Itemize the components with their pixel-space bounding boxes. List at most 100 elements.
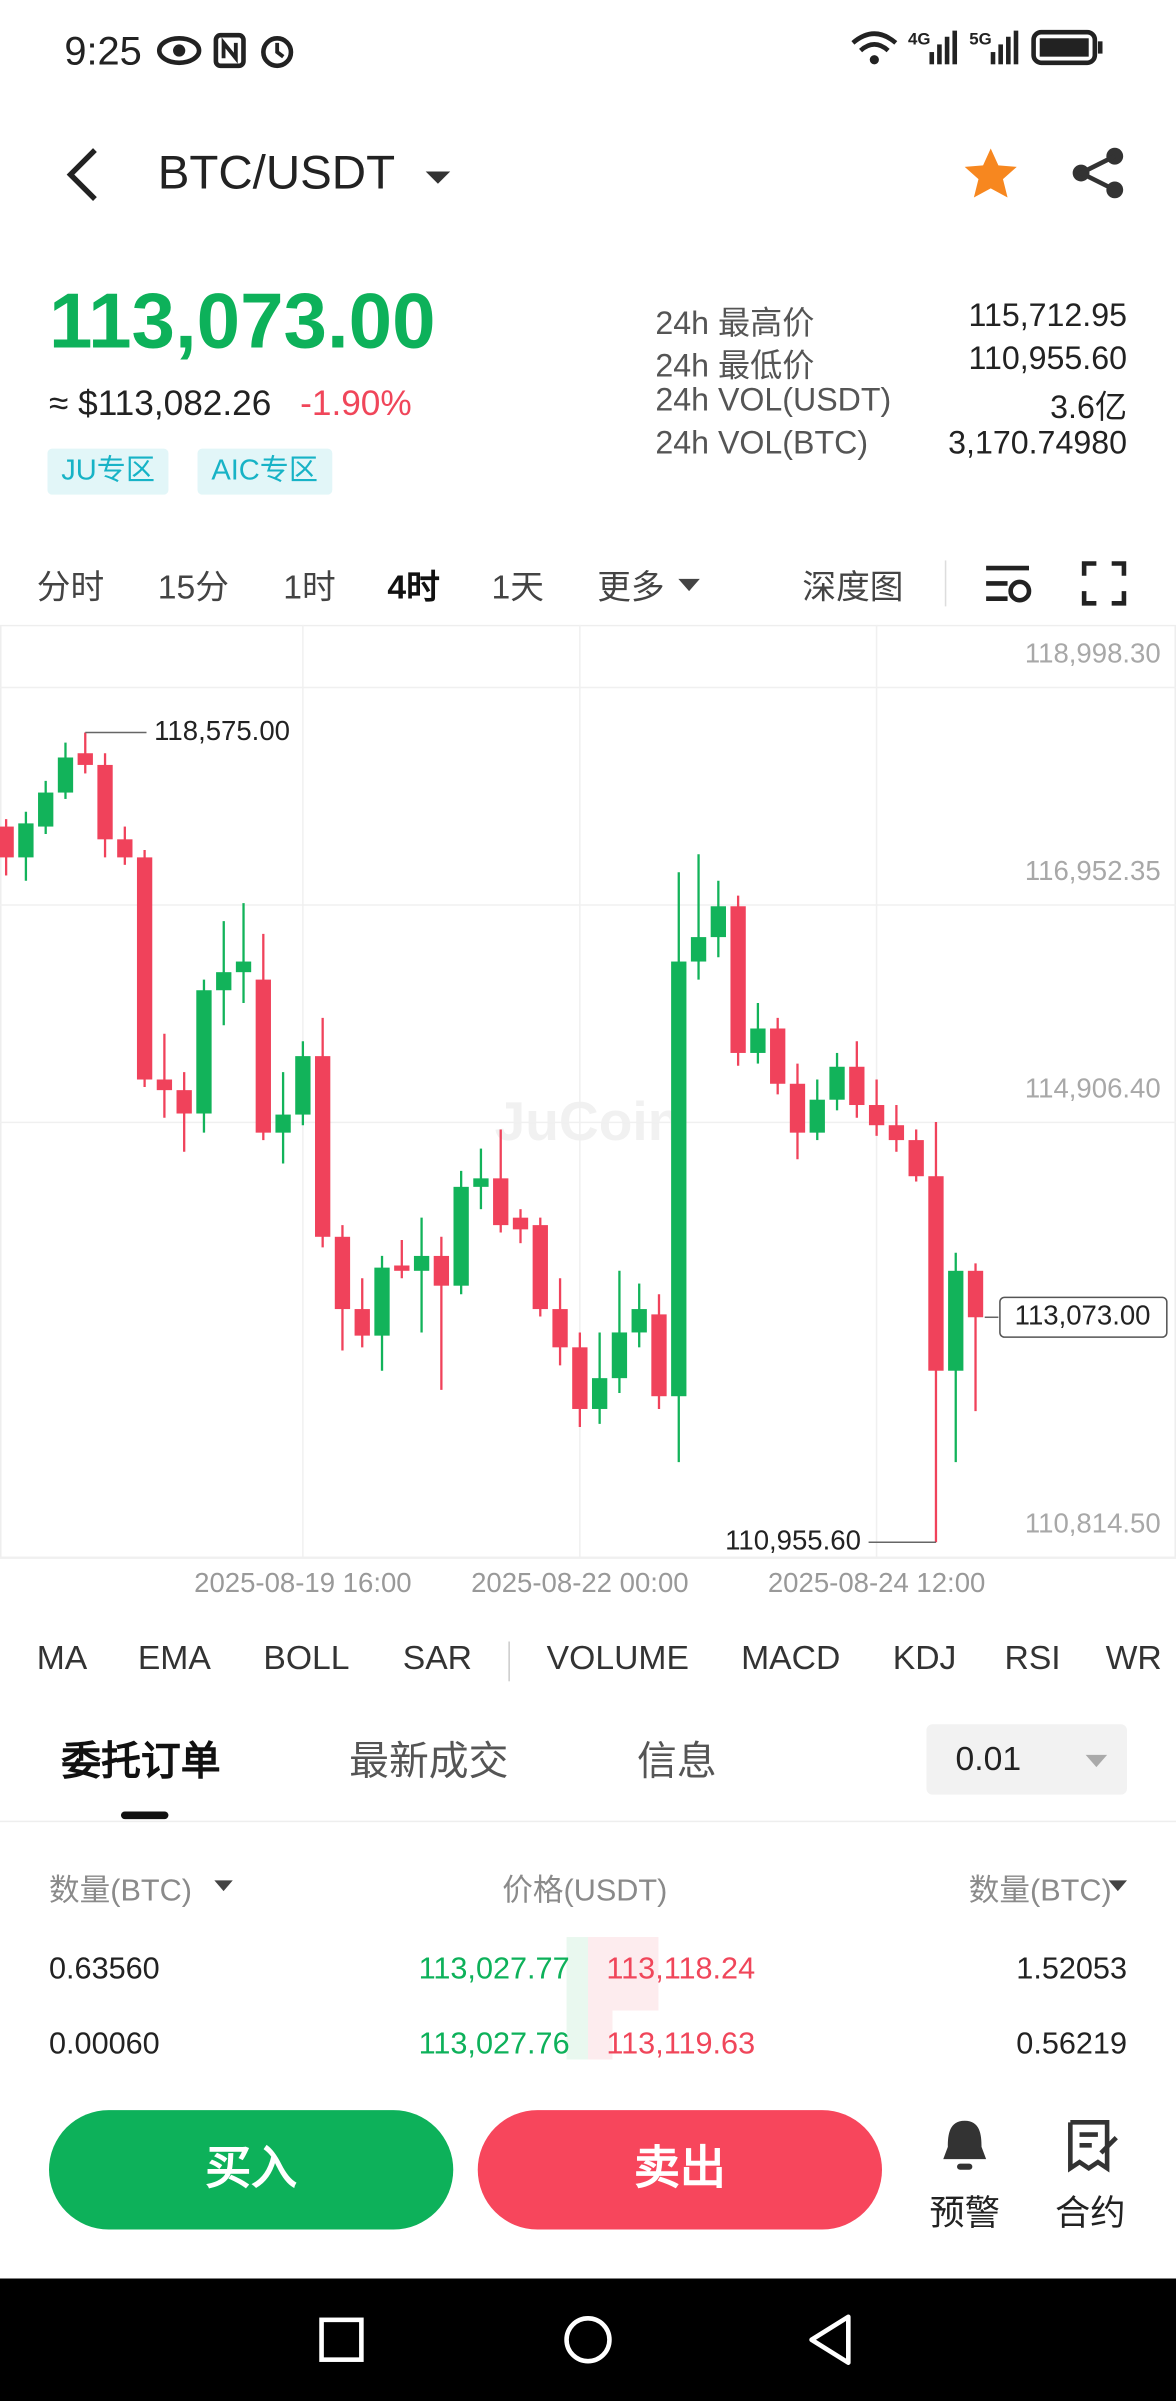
indicator-tab[interactable]: SAR (403, 1638, 472, 1678)
watermark: JuCoin (495, 1090, 682, 1152)
order-tab[interactable]: 最新成交 (349, 1730, 508, 1787)
indicator-tab[interactable]: MACD (741, 1638, 840, 1678)
indicator-tab[interactable]: EMA (138, 1638, 211, 1678)
candle-body (394, 1265, 409, 1270)
candle-body (691, 937, 706, 961)
y-tick-label: 118,998.30 (1025, 638, 1161, 669)
stat-value: 115,712.95 (968, 299, 1127, 336)
order-tab[interactable]: 信息 (637, 1730, 717, 1787)
candle-body (552, 1309, 567, 1347)
ask-amount: 0.56219 (1016, 2027, 1127, 2062)
indicator-tab[interactable]: MA (37, 1638, 88, 1678)
candle-body (295, 1056, 310, 1114)
contract-icon[interactable] (1061, 2116, 1122, 2177)
candle-body (137, 857, 152, 1079)
svg-text:5G: 5G (969, 29, 991, 48)
last-price-label: 113,073.00 (1015, 1300, 1151, 1331)
status-time: 9:25 (64, 28, 141, 75)
candle-body (889, 1125, 904, 1140)
sell-button[interactable]: 卖出 (478, 2110, 882, 2229)
timeframe-tab[interactable]: 分时 (37, 560, 104, 609)
candle-body (196, 990, 211, 1113)
fullscreen-button[interactable] (1081, 560, 1127, 606)
candle-body (315, 1056, 330, 1237)
precision-select[interactable]: 0.01 (926, 1724, 1127, 1794)
stat-value: 3,170.74980 (948, 425, 1127, 462)
bid-amount: 0.63560 (49, 1952, 160, 1987)
candle-body (909, 1140, 924, 1176)
zone-tag[interactable]: AIC专区 (198, 449, 332, 495)
indicator-tab[interactable]: KDJ (893, 1638, 957, 1678)
timeframe-tab[interactable]: 1时 (283, 560, 335, 609)
precision-caret (1084, 1753, 1109, 1768)
pair-dropdown[interactable] (424, 168, 452, 186)
candle-body (453, 1187, 468, 1286)
header-caret[interactable] (213, 1879, 234, 1893)
separator (508, 1642, 510, 1682)
candle-body (216, 972, 231, 990)
candlestick-chart: JuCoin 110,814.50 114,906.40 116,952.35 118,… (0, 625, 1176, 1620)
candle-body (38, 793, 53, 827)
pair-title[interactable]: BTC/USDT (158, 145, 395, 200)
ask-price: 113,119.63 (606, 2027, 755, 2062)
candle-body (928, 1176, 943, 1370)
candle-body (493, 1178, 508, 1225)
stat-label: 24h 最低价 (655, 341, 814, 387)
candle-body (355, 1309, 370, 1336)
ask-price: 113,118.24 (606, 1952, 755, 1987)
timeframe-tab[interactable]: 15分 (158, 560, 229, 609)
timeframe-tab[interactable]: 1天 (492, 560, 544, 609)
depth-chart-tab[interactable]: 深度图 (802, 560, 903, 609)
last-price: 113,073.00 (49, 276, 436, 366)
nav-icons[interactable] (0, 2279, 1176, 2401)
candle-body (177, 1090, 192, 1113)
order-tab[interactable]: 委托订单 (61, 1730, 220, 1787)
timeframe-tab[interactable]: 4时 (387, 560, 439, 609)
candle-body (711, 906, 726, 937)
contract-label[interactable]: 合约 (1055, 2184, 1125, 2236)
candle-body (374, 1268, 389, 1336)
share-button[interactable] (1069, 145, 1127, 200)
candle-body (790, 1084, 805, 1133)
indicator-tab[interactable]: BOLL (263, 1638, 349, 1678)
header-caret[interactable] (1107, 1879, 1128, 1893)
candle-body (335, 1237, 350, 1309)
y-tick-label: 116,952.35 (1025, 855, 1161, 886)
y-tick-label: 114,906.40 (1025, 1073, 1161, 1104)
candle-body (473, 1178, 488, 1187)
timeframe-tab[interactable]: 更多 (597, 560, 664, 609)
candle-body (869, 1105, 884, 1125)
alert-label[interactable]: 预警 (929, 2184, 999, 2236)
usd-price: ≈ $113,082.26 (49, 383, 271, 424)
candle-body (58, 757, 73, 792)
alert-icon[interactable] (937, 2116, 992, 2174)
svg-text:4G: 4G (908, 29, 930, 48)
candle-body (97, 765, 112, 839)
y-tick-label: 110,814.50 (1025, 1507, 1161, 1538)
more-caret[interactable] (677, 577, 702, 592)
zone-tag[interactable]: JU专区 (47, 449, 168, 495)
x-tick-label: 2025-08-22 00:00 (471, 1567, 689, 1598)
chart-settings[interactable] (983, 560, 1035, 606)
nav-bar (0, 2279, 1176, 2401)
candle-body (770, 1028, 785, 1083)
stat-value: 110,955.60 (968, 341, 1127, 378)
bid-price: 113,027.76 (419, 2027, 570, 2062)
indicator-tab[interactable]: WR (1106, 1638, 1162, 1678)
indicator-tab[interactable]: VOLUME (547, 1638, 689, 1678)
candle-body (236, 962, 251, 973)
candle-body (157, 1080, 172, 1091)
bid-amount: 0.00060 (49, 2027, 160, 2062)
candle-body (948, 1271, 963, 1371)
candle-body (632, 1309, 647, 1332)
indicator-tab[interactable]: RSI (1005, 1638, 1061, 1678)
buy-button[interactable]: 买入 (49, 2110, 453, 2229)
candle-body (275, 1115, 290, 1133)
book-header: 数量(BTC) (969, 1865, 1112, 1909)
x-tick-label: 2025-08-19 16:00 (194, 1567, 412, 1598)
high-label: 118,575.00 (154, 715, 290, 746)
candle-body (730, 906, 745, 1053)
back-button[interactable] (61, 145, 107, 203)
favorite-star[interactable] (962, 145, 1020, 200)
